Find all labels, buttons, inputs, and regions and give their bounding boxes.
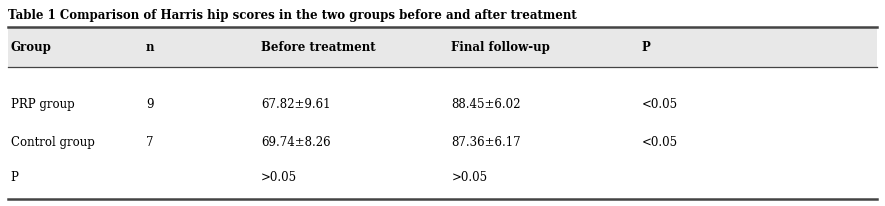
Text: P: P: [642, 41, 650, 54]
Text: Table 1 Comparison of Harris hip scores in the two groups before and after treat: Table 1 Comparison of Harris hip scores …: [8, 9, 577, 22]
Text: P: P: [11, 171, 19, 184]
Text: 7: 7: [146, 136, 153, 149]
Text: >0.05: >0.05: [451, 171, 488, 184]
Text: 87.36±6.17: 87.36±6.17: [451, 136, 521, 149]
Text: Before treatment: Before treatment: [261, 41, 376, 54]
Text: <0.05: <0.05: [642, 98, 678, 111]
Text: >0.05: >0.05: [261, 171, 297, 184]
Text: <0.05: <0.05: [642, 136, 678, 149]
Text: PRP group: PRP group: [11, 98, 74, 111]
Text: 69.74±8.26: 69.74±8.26: [261, 136, 331, 149]
Text: Final follow-up: Final follow-up: [451, 41, 550, 54]
Text: Control group: Control group: [11, 136, 95, 149]
Text: Group: Group: [11, 41, 51, 54]
Text: 9: 9: [146, 98, 153, 111]
Bar: [8, 28, 877, 68]
Text: n: n: [146, 41, 155, 54]
Text: 88.45±6.02: 88.45±6.02: [451, 98, 521, 111]
Text: 67.82±9.61: 67.82±9.61: [261, 98, 331, 111]
